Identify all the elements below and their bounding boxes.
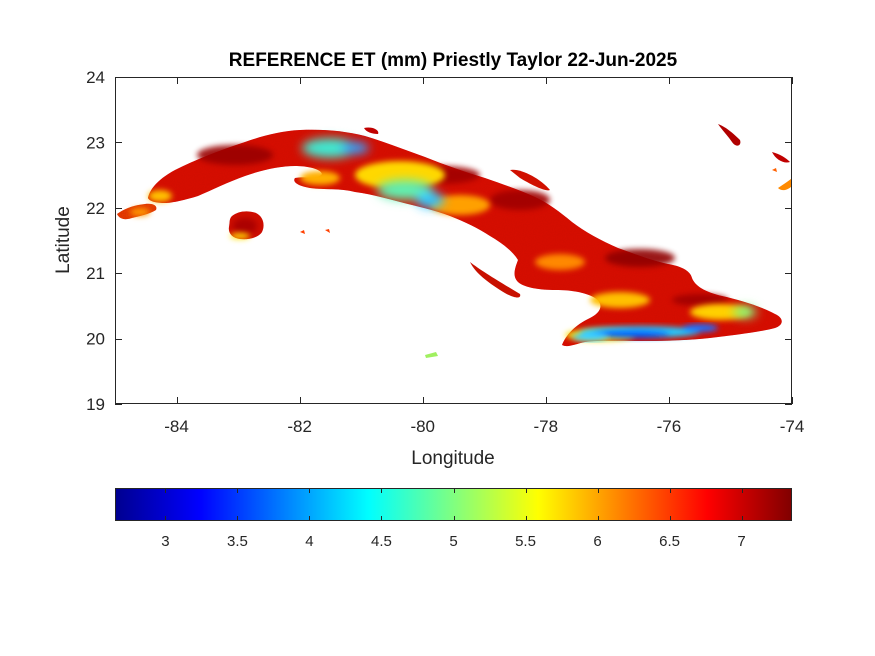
colorbar-tick-label: 4	[305, 533, 313, 550]
y-tick-label: 20	[86, 330, 105, 349]
x-tick-label: -82	[287, 417, 312, 436]
y-axis-label: Latitude	[53, 206, 74, 274]
colorbar-tick-label: 4.5	[371, 533, 392, 550]
colorbar-tick-label: 6.5	[659, 533, 680, 550]
colorbar-tick-label: 5	[449, 533, 457, 550]
y-tick-label: 21	[86, 264, 105, 283]
y-tick-label: 22	[86, 199, 105, 218]
colorbar-gradient	[115, 488, 792, 521]
colorbar-frame	[115, 488, 792, 521]
x-axis-label: Longitude	[411, 448, 494, 469]
plot-area	[115, 77, 792, 404]
x-tick-label: -78	[534, 417, 559, 436]
heatmap-field	[117, 124, 792, 358]
x-tick-label: -84	[164, 417, 189, 436]
x-tick-label: -74	[780, 417, 805, 436]
y-tick-label: 19	[86, 395, 105, 414]
colorbar-tick-label: 3.5	[227, 533, 248, 550]
colorbar-tick-label: 6	[593, 533, 601, 550]
colorbar-tick-label: 7	[737, 533, 745, 550]
colorbar-tick-label: 3	[161, 533, 169, 550]
islets	[300, 124, 792, 358]
x-axis: -84 -82 -80 -78 -76 -74	[164, 77, 804, 436]
cuba-main-island	[148, 129, 782, 347]
chart-title: REFERENCE ET (mm) Priestly Taylor 22-Jun…	[229, 50, 678, 71]
y-tick-label: 24	[86, 68, 105, 87]
x-tick-label: -76	[657, 417, 682, 436]
colorbar-tick-label: 5.5	[515, 533, 536, 550]
x-tick-label: -80	[410, 417, 435, 436]
y-tick-label: 23	[86, 133, 105, 152]
colorbar: 3 3.5 4 4.5 5 5.5 6 6.5 7	[115, 488, 792, 550]
y-axis: 19 20 21 22 23 24	[86, 68, 792, 414]
axes-frame	[115, 77, 792, 404]
